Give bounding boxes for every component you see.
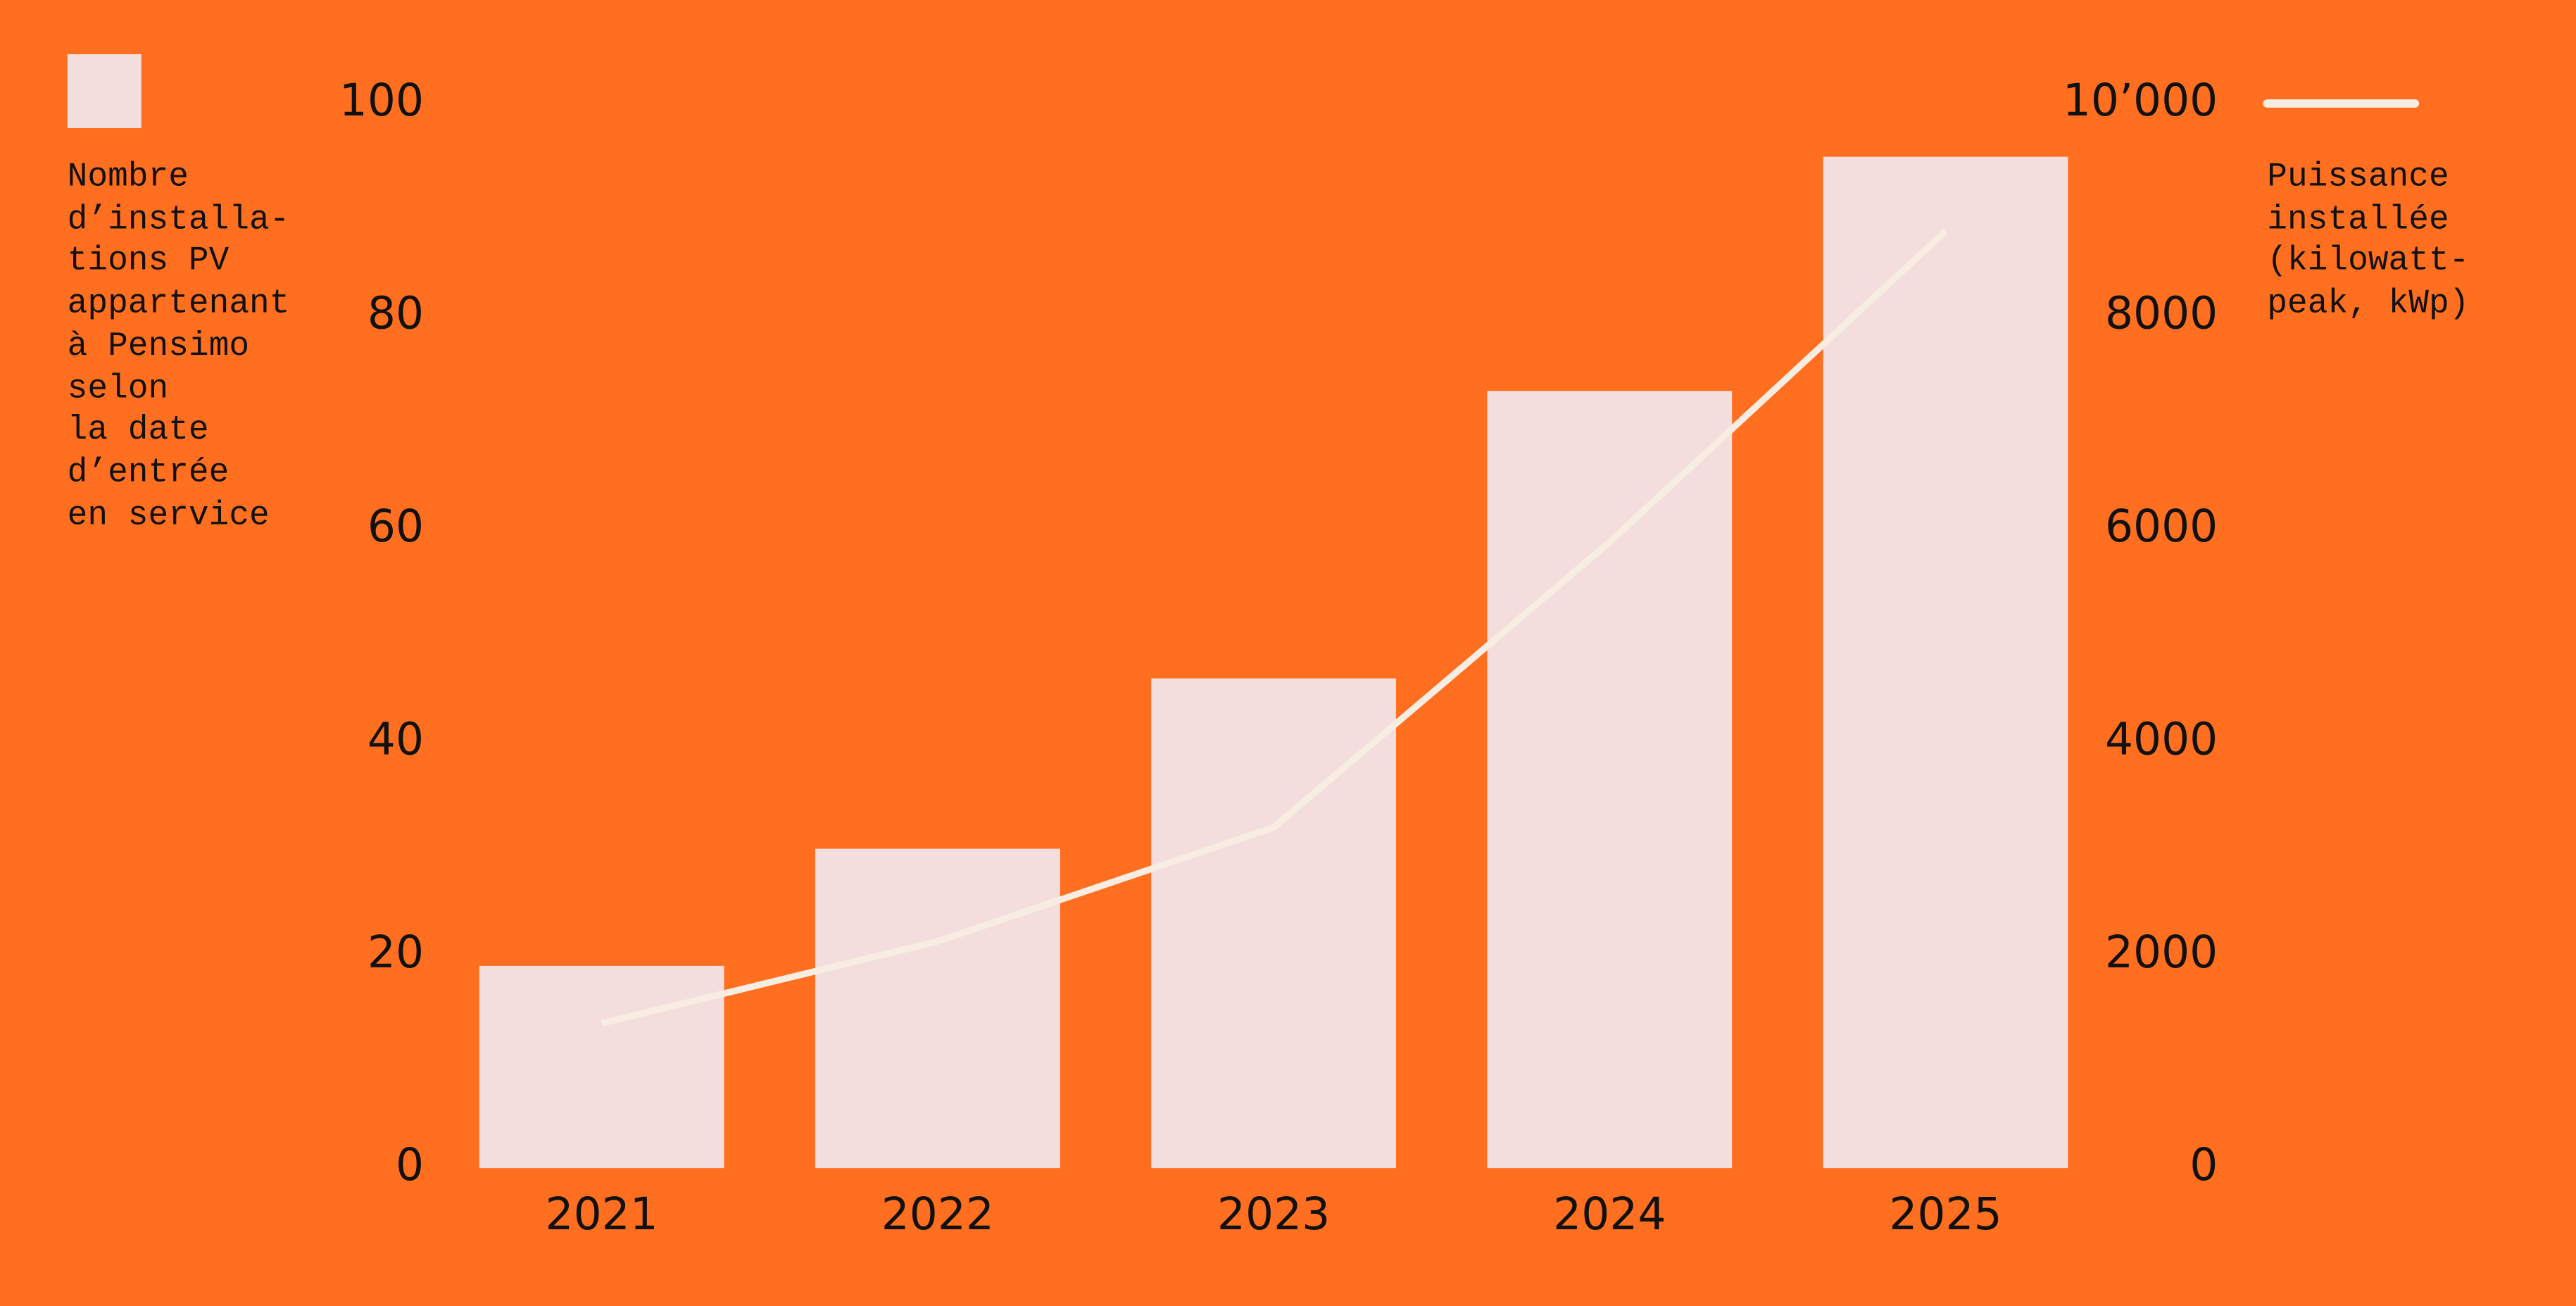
y-tick-label: 60 [367, 501, 424, 552]
x-tick-label: 2023 [1217, 1188, 1330, 1240]
bar [1823, 156, 2068, 1169]
bar [1487, 391, 1733, 1169]
y-tick-label: 0 [396, 1139, 424, 1191]
legend-line-label: Puissance installée (kilowatt- peak, kWp… [2267, 159, 2470, 324]
y-tick-label: 100 [339, 75, 424, 126]
x-tick-label: 2025 [1889, 1188, 2002, 1240]
y2-tick-label: 2000 [2105, 927, 2218, 978]
bar [815, 848, 1060, 1169]
x-tick-label: 2024 [1553, 1188, 1666, 1240]
x-tick-label: 2022 [881, 1188, 994, 1240]
y-tick-label: 40 [367, 713, 424, 765]
y-tick-label: 80 [367, 288, 424, 339]
x-tick-label: 2021 [545, 1188, 658, 1240]
legend-bar-label: Nombre d’installa- tions PV appartenant … [67, 159, 290, 535]
y2-tick-label: 8000 [2105, 288, 2218, 339]
line [601, 229, 1948, 1027]
legend-swatch [67, 54, 142, 129]
bar [479, 965, 724, 1169]
y2-tick-label: 0 [2189, 1139, 2218, 1191]
y2-tick-label: 4000 [2105, 713, 2218, 765]
y-tick-label: 20 [367, 927, 424, 978]
y2-tick-label: 6000 [2105, 501, 2218, 552]
y2-tick-label: 10’000 [2063, 75, 2218, 126]
